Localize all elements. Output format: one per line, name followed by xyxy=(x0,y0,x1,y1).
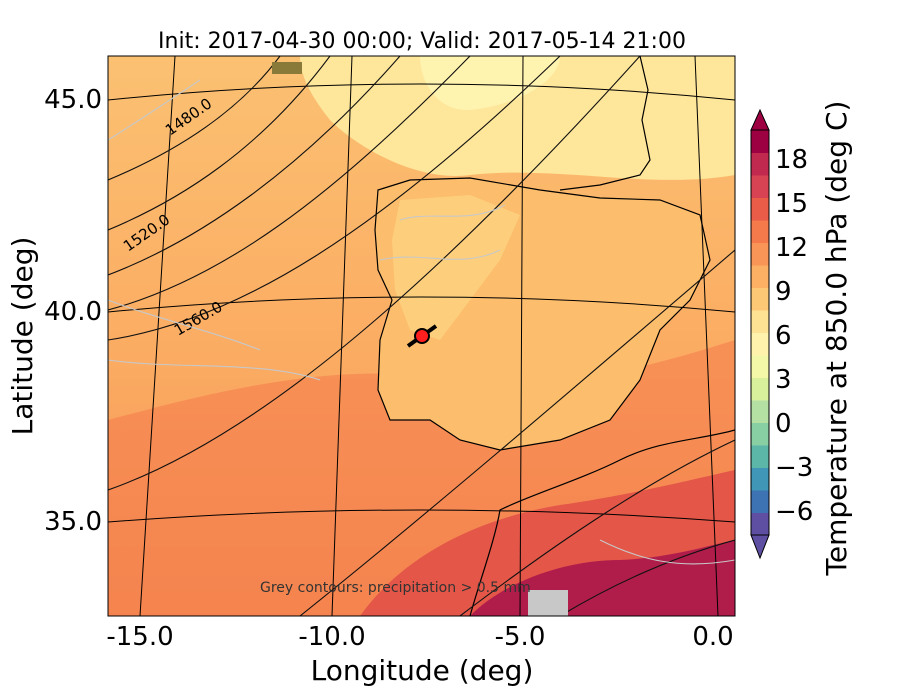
x-tick-label: -5.0 xyxy=(495,622,546,652)
colorbar-ticks: 18 15 12 9 6 3 0 −3 −6 xyxy=(775,145,813,527)
x-tick-labels: -15.0 -10.0 -5.0 0.0 xyxy=(106,622,733,652)
colorbar-blocks xyxy=(751,130,769,536)
colorbar-block xyxy=(751,445,769,468)
colorbar-block xyxy=(751,355,769,378)
colorbar-tick-label: 12 xyxy=(775,233,808,263)
y-tick-label: 40.0 xyxy=(44,297,102,327)
precip-patch xyxy=(528,590,568,616)
colorbar-block xyxy=(751,377,769,401)
map-frame xyxy=(107,55,736,617)
colorbar-block xyxy=(751,287,769,311)
colorbar-block xyxy=(751,175,769,198)
colorbar-bottom-extension xyxy=(750,534,770,560)
colorbar-top-extension xyxy=(750,108,770,131)
colorbar-block xyxy=(751,332,769,356)
colorbar-block xyxy=(751,310,769,333)
y-tick-label: 45.0 xyxy=(44,85,102,115)
cool-region xyxy=(300,56,735,180)
colorbar-block xyxy=(751,152,769,176)
station-marker xyxy=(406,324,438,348)
cooler-core xyxy=(420,56,560,111)
colorbar-tick-label: 9 xyxy=(775,277,792,307)
colorbar-tick-label: −6 xyxy=(775,497,813,527)
iberia-interior-cool xyxy=(392,195,520,340)
y-axis-label: Latitude (deg) xyxy=(6,237,39,436)
colorbar-tick-label: 18 xyxy=(775,145,808,175)
geopotential-contours xyxy=(108,56,735,616)
colorbar-tick-label: −3 xyxy=(775,453,813,483)
colorbar-block xyxy=(751,422,769,446)
africa-coast xyxy=(469,429,735,616)
colorbar-block xyxy=(751,467,769,491)
x-tick-label: 0.0 xyxy=(692,622,733,652)
colorbar-tick-label: 3 xyxy=(775,365,792,395)
colorbar-tick-label: 0 xyxy=(775,409,792,439)
precipitation-contours xyxy=(108,79,735,565)
colorbar-tick-label: 6 xyxy=(775,321,792,351)
y-tick-labels: 45.0 40.0 35.0 xyxy=(44,85,102,537)
terrain-patch xyxy=(272,62,302,74)
colorbar-block xyxy=(751,197,769,221)
colorbar-block xyxy=(751,512,769,536)
graticule xyxy=(108,56,735,616)
colorbar-tick-label: 15 xyxy=(775,189,808,219)
colorbar-block xyxy=(751,242,769,266)
x-tick-label: -10.0 xyxy=(298,622,365,652)
colorbar-block xyxy=(751,400,769,423)
map-panel: 1480.0 1520.0 1560.0 Grey contours: prec… xyxy=(108,56,735,616)
colorbar-label: Temperature at 850.0 hPa (deg C) xyxy=(820,101,853,577)
plot-title: Init: 2017-04-30 00:00; Valid: 2017-05-1… xyxy=(158,29,686,54)
colorbar-block xyxy=(751,130,769,153)
precip-annotation: Grey contours: precipitation > 0.5 mm xyxy=(260,580,531,596)
france-coast xyxy=(559,56,651,191)
x-axis-label: Longitude (deg) xyxy=(311,654,534,687)
colorbar-block xyxy=(751,265,769,288)
colorbar: 18 15 12 9 6 3 0 −3 −6 xyxy=(750,108,813,560)
x-tick-label: -15.0 xyxy=(106,622,173,652)
colorbar-block xyxy=(751,490,769,513)
y-tick-label: 35.0 xyxy=(44,507,102,537)
colorbar-frame xyxy=(750,129,770,536)
colorbar-block xyxy=(751,220,769,243)
